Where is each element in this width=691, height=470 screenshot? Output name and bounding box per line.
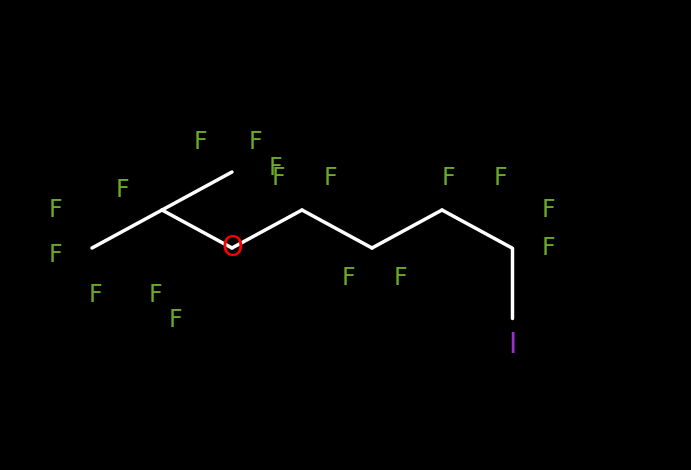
Text: F: F xyxy=(441,166,455,190)
Text: F: F xyxy=(541,236,555,260)
Text: I: I xyxy=(508,331,516,359)
Text: F: F xyxy=(323,166,337,190)
Text: F: F xyxy=(248,130,262,154)
Text: F: F xyxy=(115,178,129,202)
Text: F: F xyxy=(48,198,61,222)
Text: F: F xyxy=(271,166,285,190)
Text: F: F xyxy=(88,283,102,307)
Text: F: F xyxy=(268,156,282,180)
Text: F: F xyxy=(493,166,507,190)
Text: F: F xyxy=(393,266,407,290)
Text: F: F xyxy=(341,266,354,290)
Text: F: F xyxy=(48,243,61,267)
Text: F: F xyxy=(541,198,555,222)
Text: O: O xyxy=(221,234,243,262)
Text: F: F xyxy=(193,130,207,154)
Text: F: F xyxy=(168,308,182,332)
Text: F: F xyxy=(148,283,162,307)
